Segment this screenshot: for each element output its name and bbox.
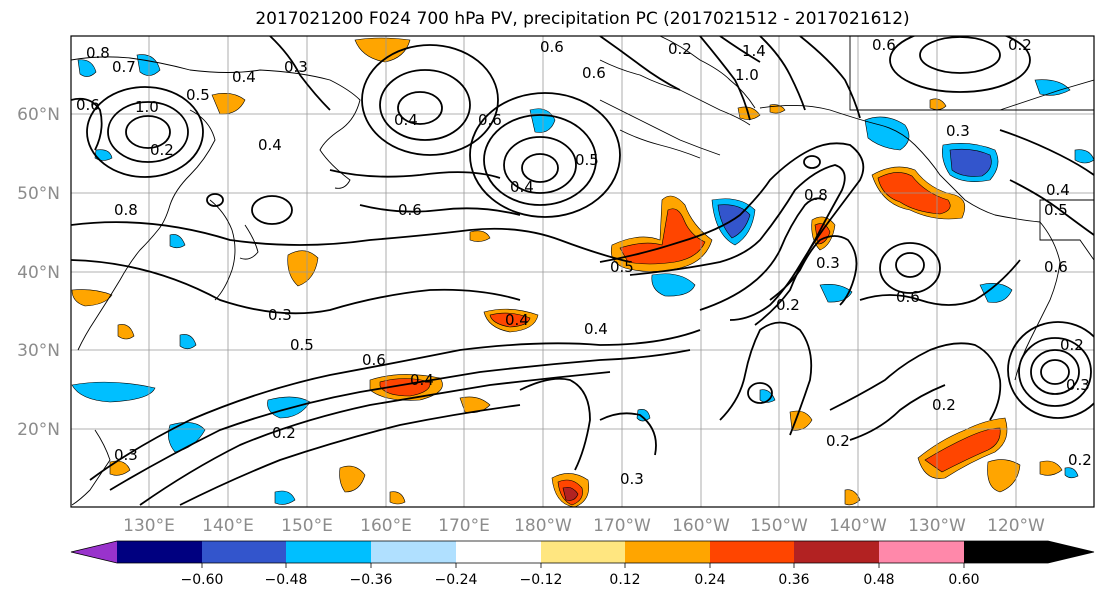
colorbar-tick-label: 0.60	[948, 572, 979, 588]
contour-label: 0.6	[478, 111, 502, 129]
lon-label: 160°E	[360, 516, 412, 536]
contour-label: 0.3	[620, 470, 644, 488]
lat-label: 60°N	[17, 105, 60, 125]
colorbar-extend-low	[71, 541, 117, 563]
lon-label: 130°E	[123, 516, 175, 536]
contour-label: 0.6	[582, 64, 606, 82]
colorbar-outline	[70, 540, 1095, 564]
contour-label: 0.4	[505, 311, 529, 329]
lon-label: 180°W	[514, 516, 572, 536]
contour-label: 0.5	[575, 151, 599, 169]
contour-label: 0.3	[946, 122, 970, 140]
lon-label: 120°W	[987, 516, 1045, 536]
contour-label: 0.2	[776, 296, 800, 314]
contour-label: 0.2	[1008, 36, 1032, 54]
map-title: 2017021200 F024 700 hPa PV, precipitatio…	[255, 9, 910, 29]
colorbar-segment	[625, 541, 710, 563]
colorbar-tick-label: 0.36	[778, 572, 809, 588]
lat-label: 50°N	[17, 184, 60, 204]
contour-label: 0.4	[1046, 181, 1070, 199]
colorbar-tick-label: −0.60	[181, 572, 224, 588]
map-frame	[70, 35, 1095, 508]
contour-label: 1.0	[735, 66, 759, 84]
colorbar-segment	[202, 541, 286, 563]
contour-label: 0.5	[610, 258, 634, 276]
contour-label: 0.2	[668, 40, 692, 58]
contour-label: 0.2	[1068, 451, 1092, 469]
contour-label: 0.5	[1044, 201, 1068, 219]
lon-label: 170°E	[438, 516, 490, 536]
contour-label: 0.3	[816, 254, 840, 272]
contour-label: 0.2	[932, 396, 956, 414]
contour-label: 0.6	[1044, 258, 1068, 276]
contour-label: 0.4	[510, 178, 534, 196]
contour-label: 0.3	[268, 306, 292, 324]
lat-label: 40°N	[17, 263, 60, 283]
contour-label: 1.0	[135, 98, 159, 116]
contour-label: 0.8	[804, 186, 828, 204]
colorbar-tick-label: −0.24	[435, 572, 478, 588]
contour-label: 0.6	[76, 96, 100, 114]
contour-label: 0.2	[272, 424, 296, 442]
lat-label: 20°N	[17, 420, 60, 440]
lon-label: 140°E	[202, 516, 254, 536]
contour-label: 0.7	[112, 58, 136, 76]
lon-label: 170°W	[593, 516, 651, 536]
colorbar-segment	[541, 541, 625, 563]
contour-label: 0.6	[398, 201, 422, 219]
colorbar-extend-high	[964, 541, 1094, 563]
lon-label: 150°E	[281, 516, 333, 536]
contour-label: 0.2	[150, 141, 174, 159]
contour-label: 0.3	[114, 446, 138, 464]
colorbar-segment	[879, 541, 964, 563]
contour-label: 0.4	[394, 111, 418, 129]
colorbar-segment	[371, 541, 456, 563]
contour-label: 0.8	[86, 44, 110, 62]
colorbar-segment	[286, 541, 371, 563]
contour-label: 0.3	[284, 58, 308, 76]
contour-label: 0.4	[584, 320, 608, 338]
colorbar: −0.60 −0.48 −0.36 −0.24 −0.12 0.12 0.24 …	[70, 540, 1095, 588]
contour-label: 0.6	[896, 288, 920, 306]
lon-label: 130°W	[908, 516, 966, 536]
contour-label: 0.8	[114, 201, 138, 219]
lon-label: 150°W	[750, 516, 808, 536]
latitude-labels: 60°N 50°N 40°N 30°N 20°N	[17, 105, 60, 440]
colorbar-segment	[710, 541, 794, 563]
lat-label: 30°N	[17, 341, 60, 361]
contour-label: 0.4	[410, 371, 434, 389]
contour-labels: 0.8 0.7 0.6 0.5 0.4 0.3 0.4 0.2 1.0 0.4 …	[76, 36, 1092, 488]
colorbar-tick-label: −0.36	[350, 572, 393, 588]
contour-label: 0.4	[232, 68, 256, 86]
contour-label: 0.3	[1066, 376, 1090, 394]
contour-label: 1.4	[742, 42, 766, 60]
contour-label: 0.6	[872, 36, 896, 54]
lon-label: 140°W	[829, 516, 887, 536]
colorbar-tick-label: 0.48	[863, 572, 894, 588]
contour-label: 0.2	[1060, 336, 1084, 354]
contour-label: 0.5	[186, 86, 210, 104]
colorbar-tick-label: 0.12	[609, 572, 640, 588]
colorbar-tick-label: −0.12	[520, 572, 563, 588]
contour-label: 0.6	[362, 351, 386, 369]
contour-label: 0.6	[540, 38, 564, 56]
coastlines	[71, 36, 1094, 506]
colorbar-tick-label: −0.48	[265, 572, 308, 588]
colorbar-tick-label: 0.24	[694, 572, 725, 588]
contour-label: 0.4	[258, 136, 282, 154]
longitude-labels: 130°E 140°E 150°E 160°E 170°E 180°W 170°…	[123, 516, 1045, 536]
colorbar-segment	[117, 541, 202, 563]
graticule	[71, 36, 1094, 507]
lon-label: 160°W	[672, 516, 730, 536]
pv-contours	[71, 36, 1094, 506]
contour-label: 0.5	[290, 336, 314, 354]
colorbar-segment	[456, 541, 541, 563]
contour-label: 0.2	[826, 432, 850, 450]
colorbar-segment	[794, 541, 879, 563]
